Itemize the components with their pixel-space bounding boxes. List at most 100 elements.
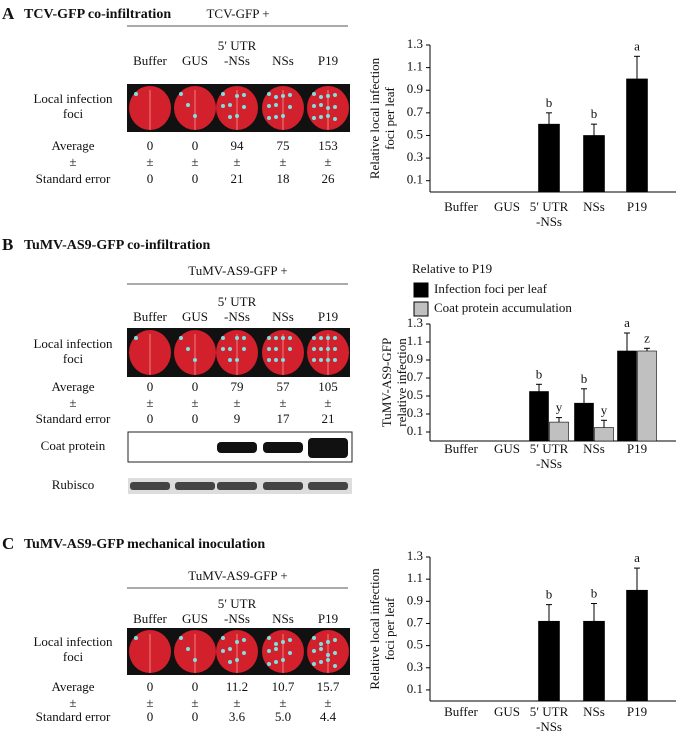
row-label: Average [51,679,94,694]
se-value: 0 [147,171,154,186]
significance-letter: a [634,38,640,53]
foci-spot [326,653,330,657]
legend-swatch [413,301,429,317]
foci-spot [242,651,246,655]
average-value: 0 [192,138,199,153]
bar [538,123,560,193]
foci-spot [193,358,197,362]
panel-letter: A [2,4,15,23]
average-value: 94 [231,138,245,153]
x-tick-label: P19 [627,199,647,214]
significance-letter: b [536,366,543,381]
y-tick-label: 0.5 [407,126,423,141]
foci-spot [228,103,232,107]
plus-minus: ± [279,154,286,169]
column-label: NSs [272,309,294,324]
foci-spot [267,336,271,340]
foci-spot [242,105,246,109]
x-tick-label: Buffer [444,199,478,214]
foci-spot [267,347,271,351]
foci-spot [274,95,278,99]
group-label: TuMV-AS9-GFP + [188,263,287,278]
foci-spot [281,358,285,362]
foci-spot [242,336,246,340]
group-label: TCV-GFP + [206,6,269,21]
average-value: 0 [192,379,199,394]
foci-spot [186,647,190,651]
foci-spot [333,358,337,362]
average-value: 75 [277,138,290,153]
foci-spot [242,347,246,351]
plus-minus: ± [279,395,286,410]
foci-spot [312,649,316,653]
x-tick-label: NSs [583,441,605,456]
foci-spot [179,336,183,340]
se-value: 0 [147,709,154,724]
foci-spot [281,658,285,662]
average-value: 0 [147,138,154,153]
foci-spot [274,336,278,340]
plus-minus: ± [191,395,198,410]
foci-spot [333,336,337,340]
foci-spot [326,106,330,110]
se-value: 5.0 [275,709,291,724]
plus-minus: ± [324,695,331,710]
foci-spot [274,103,278,107]
foci-spot [274,647,278,651]
bar [538,620,560,702]
column-label: P19 [318,309,338,324]
foci-spot [228,115,232,119]
bar [529,391,549,442]
y-tick-label: 0.3 [407,659,423,674]
foci-spot [288,347,292,351]
blot-band [263,442,303,453]
row-label: ± [69,154,76,169]
foci-spot [228,647,232,651]
foci-spot [312,662,316,666]
blot-band [175,482,215,490]
significance-letter: z [644,330,650,345]
column-label: NSs [272,611,294,626]
panel-title: TuMV-AS9-GFP co-infiltration [24,238,210,253]
foci-spot [326,640,330,644]
foci-spot [326,94,330,98]
foci-spot [267,104,271,108]
foci-spot [186,103,190,107]
y-tick-label: 0.3 [407,405,423,420]
foci-spot [319,103,323,107]
x-tick-label: Buffer [444,704,478,719]
foci-spot [333,638,337,642]
se-value: 0 [192,171,199,186]
foci-spot [319,660,323,664]
foci-spot [312,104,316,108]
blot-band [217,482,257,490]
foci-spot [228,358,232,362]
average-value: 0 [192,679,199,694]
foci-spot [193,114,197,118]
foci-spot [267,358,271,362]
y-tick-label: 1.1 [407,570,423,585]
bar [574,402,594,442]
foci-spot [333,347,337,351]
blot-band [308,482,348,490]
foci-spot [228,660,232,664]
foci-spot [312,116,316,120]
foci-spot [228,347,232,351]
foci-spot [326,347,330,351]
column-label: GUS [182,53,208,68]
se-value: 26 [322,171,336,186]
foci-spot [333,105,337,109]
significance-letter: y [556,400,563,415]
x-tick-label: 5′ UTR -NSs [530,704,569,734]
foci-spot [221,636,225,640]
significance-letter: y [601,402,608,417]
average-value: 0 [147,379,154,394]
foci-spot [134,336,138,340]
foci-spot [281,336,285,340]
foci-spot [274,347,278,351]
y-tick-label: 0.7 [407,369,424,384]
x-tick-label: 5′ UTR -NSs [530,199,569,229]
foci-spot [333,93,337,97]
blot-label: Coat protein [41,438,106,453]
